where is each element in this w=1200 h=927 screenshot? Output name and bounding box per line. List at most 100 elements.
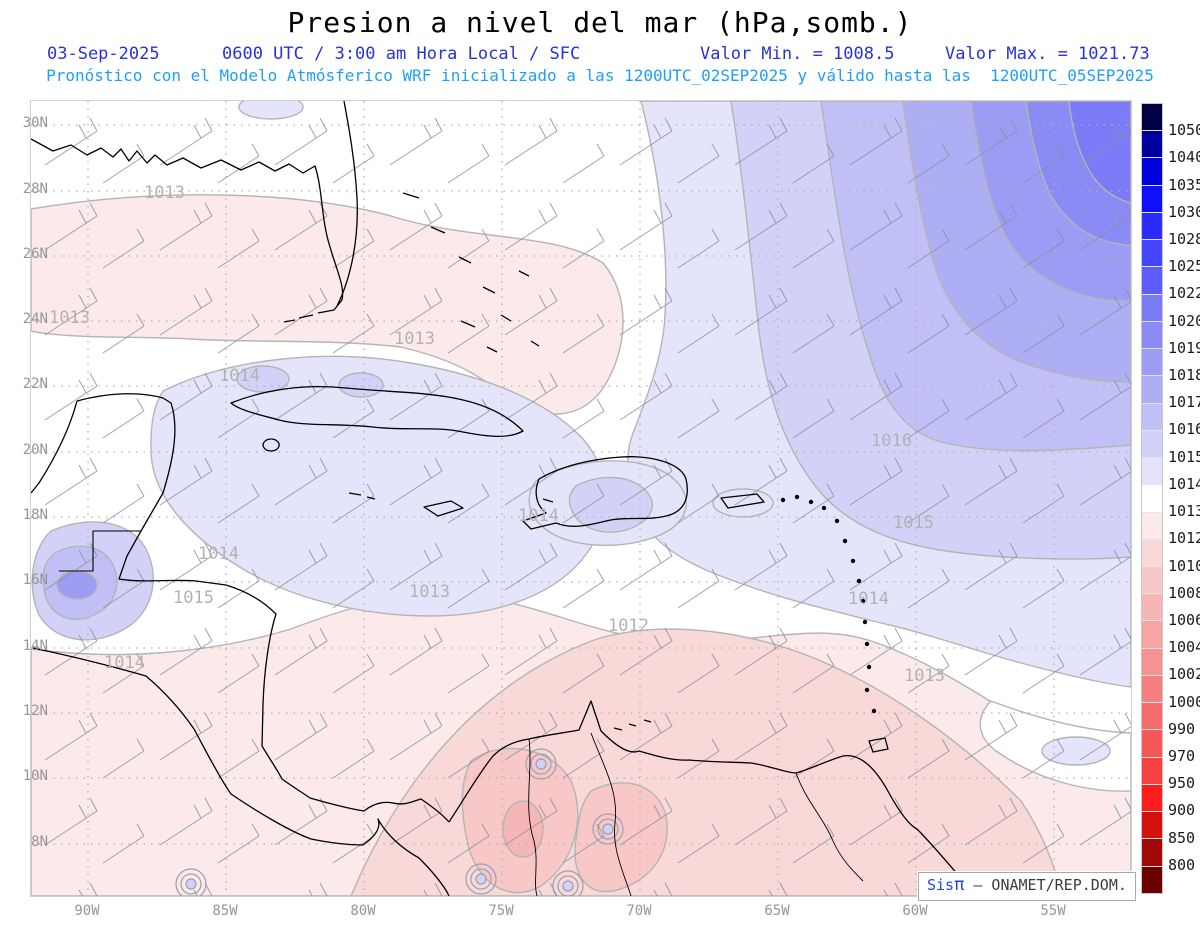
coast-central-america xyxy=(76,393,450,823)
colorbar-segment xyxy=(1142,184,1162,212)
lon-tick-label: 65W xyxy=(764,903,790,919)
contour-label: 1015 xyxy=(173,588,214,608)
valid-time: 0600 UTC / 3:00 am Hora Local / SFC xyxy=(222,44,581,64)
colorbar-segment xyxy=(1142,674,1162,703)
colorbar-label: 1013 xyxy=(1168,502,1200,521)
lat-tick-label: 30N xyxy=(22,115,48,131)
colorbar-segment xyxy=(1142,104,1162,131)
island-dot xyxy=(842,538,848,544)
contour-labels: 1013 1013 1013 1014 1014 1015 1014 1013 1012 1014… xyxy=(49,183,945,686)
island-dot xyxy=(850,558,856,564)
colorbar-segment xyxy=(1142,756,1162,784)
lesser-antilles-dots xyxy=(780,494,877,714)
contour-label: 1014 xyxy=(104,653,145,673)
colorbar-label: 1030 xyxy=(1168,202,1200,221)
colorbar-segment xyxy=(1142,348,1162,376)
colorbar-label: 1016 xyxy=(1168,420,1200,439)
coast-abc-islands xyxy=(613,719,652,731)
lat-tick-label: 16N xyxy=(22,572,48,588)
lon-tick-label: 55W xyxy=(1040,903,1066,919)
colorbar-segment xyxy=(1142,239,1162,267)
lat-tick-label: 28N xyxy=(22,181,48,197)
island-dot xyxy=(860,598,866,604)
colorbar-segment xyxy=(1142,484,1162,512)
coast-pacific xyxy=(32,647,450,897)
island-dot xyxy=(866,664,872,670)
lat-tick-label: 14N xyxy=(22,638,48,654)
colorbar-label: 1017 xyxy=(1168,393,1200,412)
colorbar-label: 1050 xyxy=(1168,121,1200,140)
island-dot xyxy=(856,578,862,584)
lat-tick-label: 10N xyxy=(22,768,48,784)
coast-yucatan-west xyxy=(30,400,78,494)
colorbar-label: 1040 xyxy=(1168,148,1200,167)
coast-puertorico xyxy=(720,493,765,509)
colorbar-label: 1006 xyxy=(1168,610,1200,629)
colorbar-label: 1012 xyxy=(1168,529,1200,548)
colorbar-label: 1004 xyxy=(1168,638,1200,657)
colorbar-segment xyxy=(1142,729,1162,757)
colorbar-label: 1020 xyxy=(1168,311,1200,330)
colorbar-segment xyxy=(1142,375,1162,403)
pressure-map-svg: 1013 1013 1013 1014 1014 1015 1014 1013 1012 1014… xyxy=(30,94,1132,902)
colorbar-label: 1028 xyxy=(1168,230,1200,249)
contour-label: 1014 xyxy=(848,589,889,609)
colorbar-label: 1019 xyxy=(1168,338,1200,357)
colorbar-segment xyxy=(1142,457,1162,485)
colorbar-segment xyxy=(1142,538,1162,566)
colorbar-segment xyxy=(1142,783,1162,812)
lat-tick-label: 26N xyxy=(22,246,48,262)
lon-tick-label: 60W xyxy=(902,903,928,919)
max-value-label: Valor Max. = 1021.73 xyxy=(945,44,1150,64)
colorbar-segment xyxy=(1142,211,1162,240)
colorbar-segment xyxy=(1142,157,1162,185)
colorbar-segment xyxy=(1142,702,1162,730)
contour-label: 1013 xyxy=(409,582,450,602)
island-dot xyxy=(834,518,840,524)
lon-tick-label: 90W xyxy=(74,903,100,919)
contour-label: 1013 xyxy=(49,308,90,328)
forecast-subtitle: Pronóstico con el Modelo Atmósferico WRF… xyxy=(46,66,1154,85)
coastlines xyxy=(30,100,970,897)
page-title: Presion a nivel del mar (hPa,somb.) xyxy=(287,6,913,39)
contour-label: 1012 xyxy=(608,616,649,636)
branding-sis: Sis xyxy=(927,876,955,894)
colorbar-segment xyxy=(1142,565,1162,594)
colorbar-label: 1000 xyxy=(1168,692,1200,711)
colorbar-swatches xyxy=(1141,103,1163,894)
branding-agency: – ONAMET/REP.DOM. xyxy=(964,876,1127,894)
colorbar-segment xyxy=(1142,429,1162,458)
colorbar-segment xyxy=(1142,593,1162,621)
lon-tick-label: 85W xyxy=(212,903,238,919)
lat-tick-label: 18N xyxy=(22,507,48,523)
colorbar-segment xyxy=(1142,402,1162,430)
lat-tick-label: 8N xyxy=(31,834,48,850)
min-value-label: Valor Min. = 1008.5 xyxy=(700,44,895,64)
colorbar-label: 970 xyxy=(1168,746,1196,765)
colorbar-segment xyxy=(1142,647,1162,675)
island-dot xyxy=(780,497,786,503)
contour-label: 1016 xyxy=(871,431,912,451)
coast-cuba xyxy=(230,386,524,452)
contour-label: 1015 xyxy=(893,513,934,533)
lat-tick-label: 24N xyxy=(22,311,48,327)
map-area: 1013 1013 1013 1014 1014 1015 1014 1013 1012 1014… xyxy=(30,94,1132,902)
colorbar-segment xyxy=(1142,838,1162,866)
contour-label: 1014 xyxy=(219,366,260,386)
island-dot xyxy=(862,619,868,625)
contour-label: 1014 xyxy=(198,544,239,564)
island-dot xyxy=(864,641,870,647)
island-dot xyxy=(864,687,870,693)
colorbar-label: 800 xyxy=(1168,855,1196,874)
colorbar-label: 990 xyxy=(1168,719,1196,738)
colorbar-label: 1022 xyxy=(1168,284,1200,303)
colorbar-label: 1002 xyxy=(1168,665,1200,684)
lon-tick-label: 70W xyxy=(626,903,652,919)
lon-tick-label: 75W xyxy=(488,903,514,919)
rivers-colombia xyxy=(528,732,864,897)
branding-box: Sisπ – ONAMET/REP.DOM. xyxy=(918,872,1136,901)
coast-hispaniola xyxy=(522,456,688,530)
lat-tick-label: 12N xyxy=(22,703,48,719)
colorbar-segment xyxy=(1142,293,1162,321)
island-dot xyxy=(871,708,877,714)
